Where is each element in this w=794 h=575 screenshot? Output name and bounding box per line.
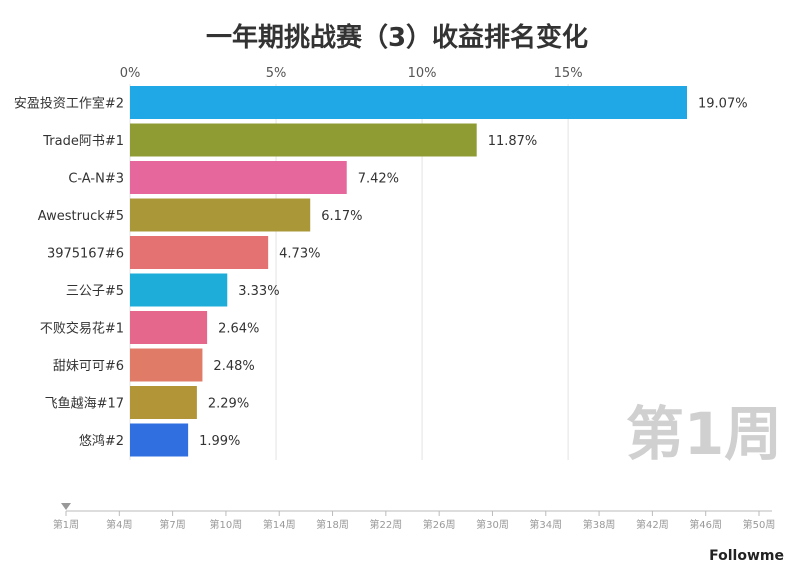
value-label: 19.07% [698, 97, 748, 112]
timeline-label[interactable]: 第46周 [689, 518, 722, 531]
timeline-label[interactable]: 第42周 [636, 518, 669, 531]
x-tick-label: 5% [266, 66, 287, 81]
bar [130, 423, 189, 457]
timeline-label[interactable]: 第14周 [263, 518, 296, 531]
bar [130, 236, 269, 269]
value-label: 6.17% [321, 209, 362, 224]
value-label: 2.29% [208, 397, 249, 412]
bar [130, 386, 197, 419]
x-tick-label: 0% [120, 66, 141, 81]
category-label: 悠鸿#2 [79, 433, 124, 449]
value-label: 3.33% [238, 284, 279, 299]
bars: 安盈投资工作室#2 19.07% Trade阿书#1 11.87% C-A-N#3 7.4… [14, 86, 748, 457]
timeline-label[interactable]: 第18周 [316, 518, 349, 531]
category-label: 不败交易花#1 [40, 321, 124, 337]
value-label: 4.73% [279, 247, 320, 262]
category-label: Trade阿书#1 [42, 134, 124, 149]
value-label: 2.64% [218, 322, 259, 337]
timeline-label[interactable]: 第30周 [476, 518, 509, 531]
timeline[interactable]: 第1周 第4周 第7周 第10周 第14周 第18周 第22周 第26周 第30周 第34周 第38… [53, 503, 776, 531]
category-label: C-A-N#3 [68, 172, 124, 187]
bar [130, 198, 311, 232]
timeline-label[interactable]: 第38周 [583, 518, 616, 531]
chart-title: 一年期挑战赛（3）收益排名变化 [206, 22, 588, 53]
timeline-label[interactable]: 第7周 [159, 518, 185, 531]
timeline-label[interactable]: 第50周 [743, 518, 776, 531]
timeline-label[interactable]: 第34周 [529, 518, 562, 531]
value-label: 2.48% [213, 359, 254, 374]
timeline-label[interactable]: 第26周 [423, 518, 456, 531]
timeline-handle[interactable] [61, 503, 71, 510]
category-label: 安盈投资工作室#2 [14, 96, 124, 112]
timeline-label[interactable]: 第1周 [53, 518, 79, 531]
period-watermark: 第1周 [626, 400, 782, 468]
x-tick-label: 10% [408, 66, 437, 81]
category-label: 甜妹可可#6 [53, 358, 124, 374]
category-label: Awestruck#5 [38, 209, 124, 224]
value-label: 11.87% [488, 134, 538, 149]
value-label: 7.42% [358, 172, 399, 187]
timeline-label[interactable]: 第22周 [369, 518, 402, 531]
timeline-label[interactable]: 第10周 [210, 518, 243, 531]
category-label: 3975167#6 [47, 247, 124, 262]
category-label: 三公子#5 [66, 284, 124, 299]
bar [130, 123, 477, 157]
value-label: 1.99% [199, 434, 240, 449]
category-label: 飞鱼越海#17 [45, 396, 124, 412]
timeline-label[interactable]: 第4周 [106, 518, 132, 531]
bar [130, 86, 687, 119]
brand-logo: Followme [709, 548, 784, 564]
bar [130, 311, 208, 344]
bar [130, 273, 228, 307]
x-axis-ticks: 0% 5% 10% 15% [120, 66, 583, 81]
x-tick-label: 15% [554, 66, 583, 81]
bar [130, 161, 347, 194]
bar [130, 348, 203, 382]
